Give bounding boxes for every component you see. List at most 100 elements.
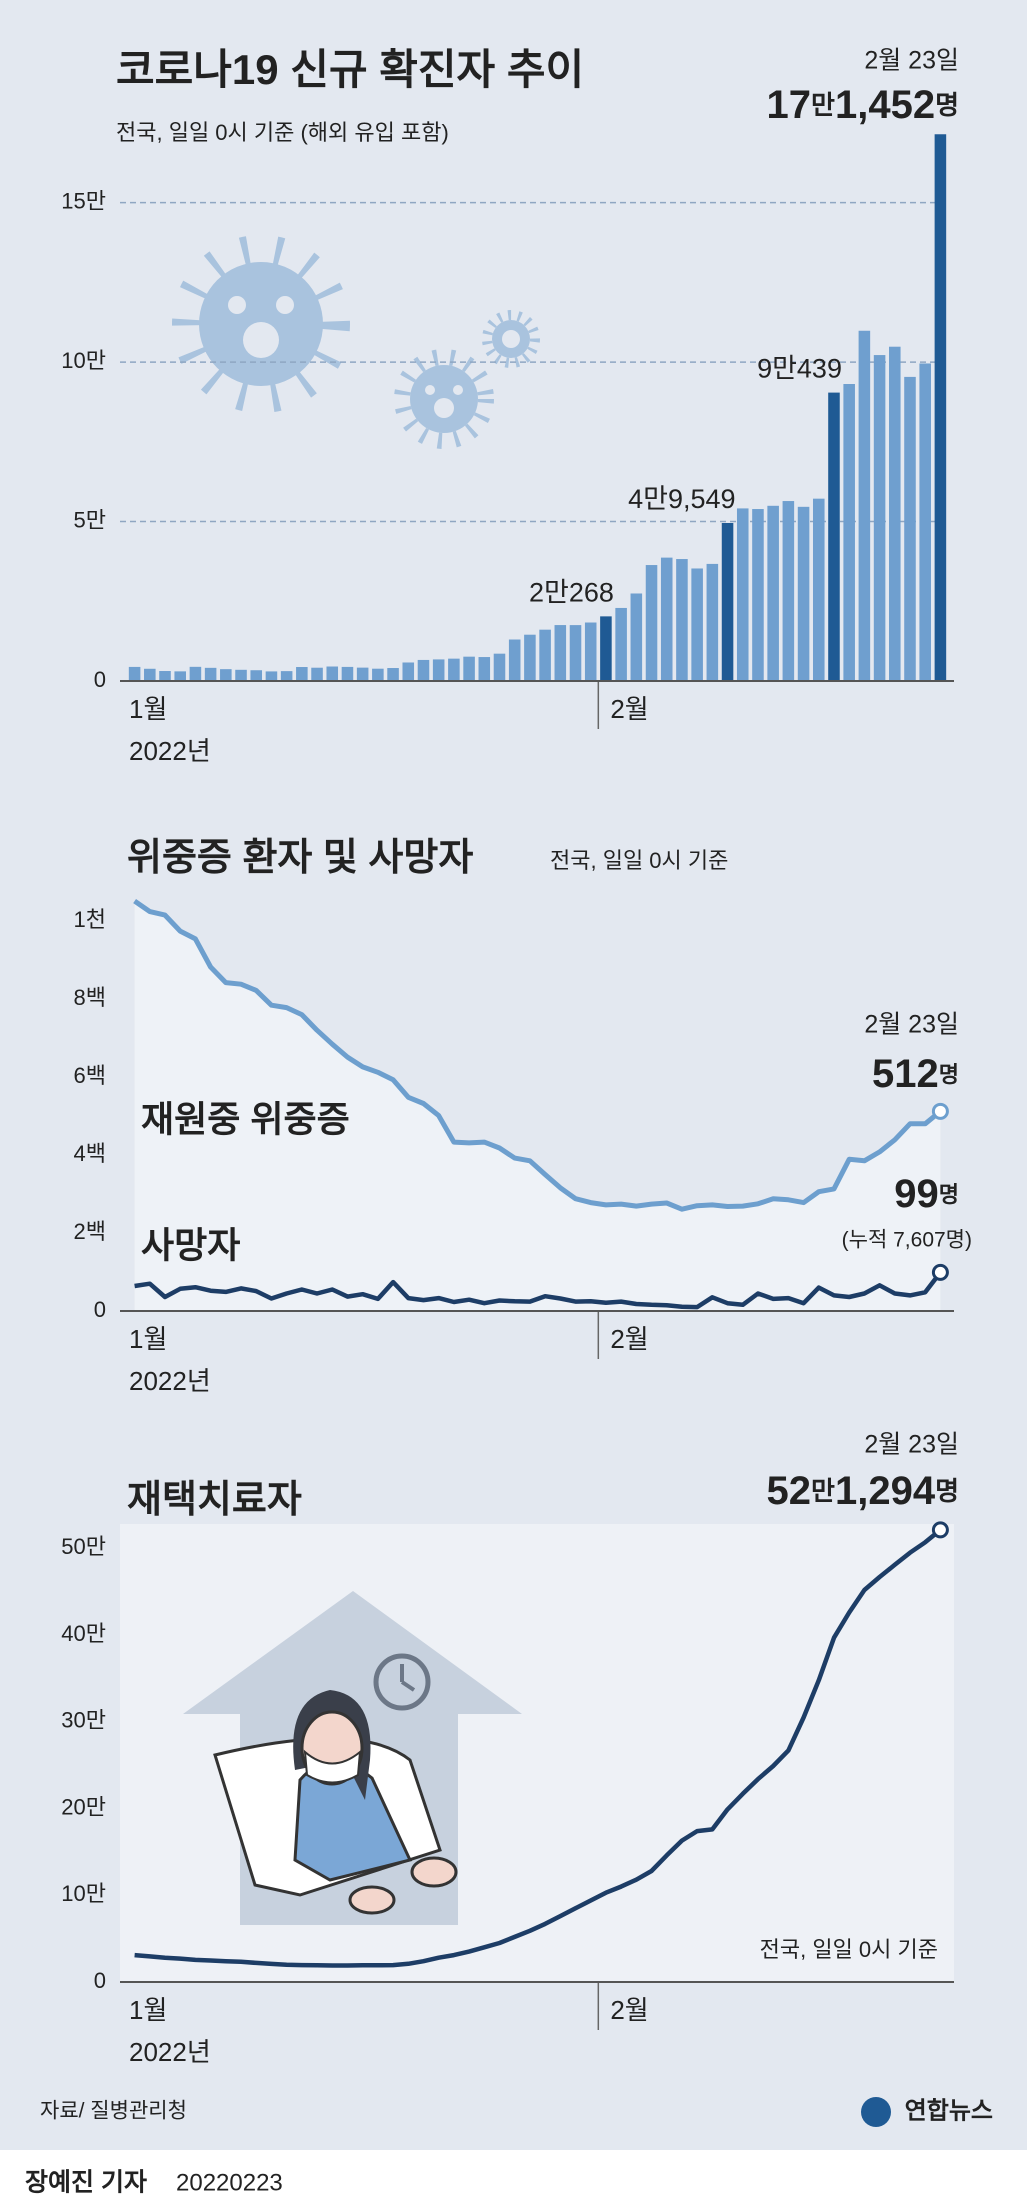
logo-text: 연합뉴스 [905,2097,993,2124]
value-label: 9만439 [757,354,842,384]
bar [812,498,825,681]
y-tick-label: 0 [94,667,106,692]
bar [387,668,399,681]
bar [524,634,536,681]
bar [797,506,810,681]
value-label: 52만1,294명 [767,1469,959,1513]
cumulative-label: (누적 7,607명) [842,1229,972,1252]
end-marker [931,1263,949,1281]
bar [919,363,931,681]
byline-strip [0,2150,1027,2212]
x-tick-label: 2월 [610,1995,648,2025]
x-tick-label: 2월 [610,1324,648,1354]
bar [767,505,779,681]
year-label: 2022년 [129,736,211,766]
virus-illustration [172,235,540,449]
bar [721,522,734,681]
bar [311,667,323,681]
byline-date: 20220223 [176,2169,283,2196]
bar [584,622,597,681]
x-tick-label: 1월 [129,1324,167,1354]
bar [128,666,141,681]
date-label: 2월 23일 [864,47,959,75]
y-tick-label: 10만 [61,348,106,373]
bar [934,134,947,682]
logo: 연합뉴스 [861,2097,993,2127]
x-tick-label: 1월 [129,1995,167,2025]
chart-subtitle: 전국, 일일 0시 기준 [550,848,728,873]
bar [691,568,703,681]
chart-title: 위중증 환자 및 사망자 [127,837,473,879]
bar [280,671,293,681]
end-marker [931,1521,949,1539]
bar [645,565,658,681]
bar [296,667,308,681]
bar [569,625,582,681]
bar [448,658,460,681]
y-tick-label: 10만 [61,1881,106,1906]
bar [174,671,186,681]
value-label: 512명 [872,1052,959,1096]
bar [402,662,415,681]
date-label: 2월 23일 [864,1431,959,1459]
bar [873,355,886,681]
bar [235,669,247,681]
year-label: 2022년 [129,1366,211,1396]
bar [615,607,627,681]
bar [828,392,840,681]
bar [463,656,475,681]
value-label: 17만1,452명 [767,83,959,127]
bar [660,557,673,681]
bar [889,346,901,681]
bar [144,668,156,681]
bar [417,659,430,681]
bar [600,616,612,681]
value-label: 4만9,549 [628,484,735,514]
date-label: 2월 23일 [864,1011,959,1039]
y-tick-label: 8백 [74,985,106,1010]
y-tick-label: 40만 [61,1621,106,1646]
year-label: 2022년 [129,2037,211,2067]
line [134,1528,942,1968]
chart-title: 재택치료자 [127,1479,302,1521]
x-tick-label: 1월 [129,694,167,724]
bar [676,559,688,681]
bar [159,671,171,681]
bar [326,666,339,681]
bar [904,376,916,681]
x-tick-label: 2월 [610,694,648,724]
byline: 장예진 기자 [25,2169,147,2197]
y-tick-label: 5만 [74,507,106,532]
source: 자료/ 질병관리청 [40,2100,187,2123]
series-label: 재원중 위중증 [141,1099,350,1140]
bar [736,508,749,681]
bar [478,657,491,681]
bar [843,384,855,681]
bar [356,667,369,681]
bar [220,669,232,681]
y-tick-label: 0 [94,1968,106,1993]
value-label: 99명 [894,1172,959,1216]
bar [858,330,871,681]
value-label: 2만268 [529,577,614,607]
bar [250,670,263,681]
series-label: 사망자 [141,1225,240,1266]
bar [782,501,795,681]
bar [508,639,521,681]
bar [752,509,764,681]
bar [493,653,506,681]
bar [189,666,202,681]
y-tick-label: 50만 [61,1534,106,1559]
y-tick-label: 30만 [61,1708,106,1733]
y-tick-label: 4백 [74,1141,106,1166]
y-tick-label: 0 [94,1297,106,1322]
chart-note: 전국, 일일 0시 기준 [760,1937,938,1962]
y-tick-label: 20만 [61,1794,106,1819]
bar [372,668,384,681]
bar [706,563,719,681]
bar [265,671,278,681]
bar [432,659,445,681]
home-illustration [183,1591,522,1925]
